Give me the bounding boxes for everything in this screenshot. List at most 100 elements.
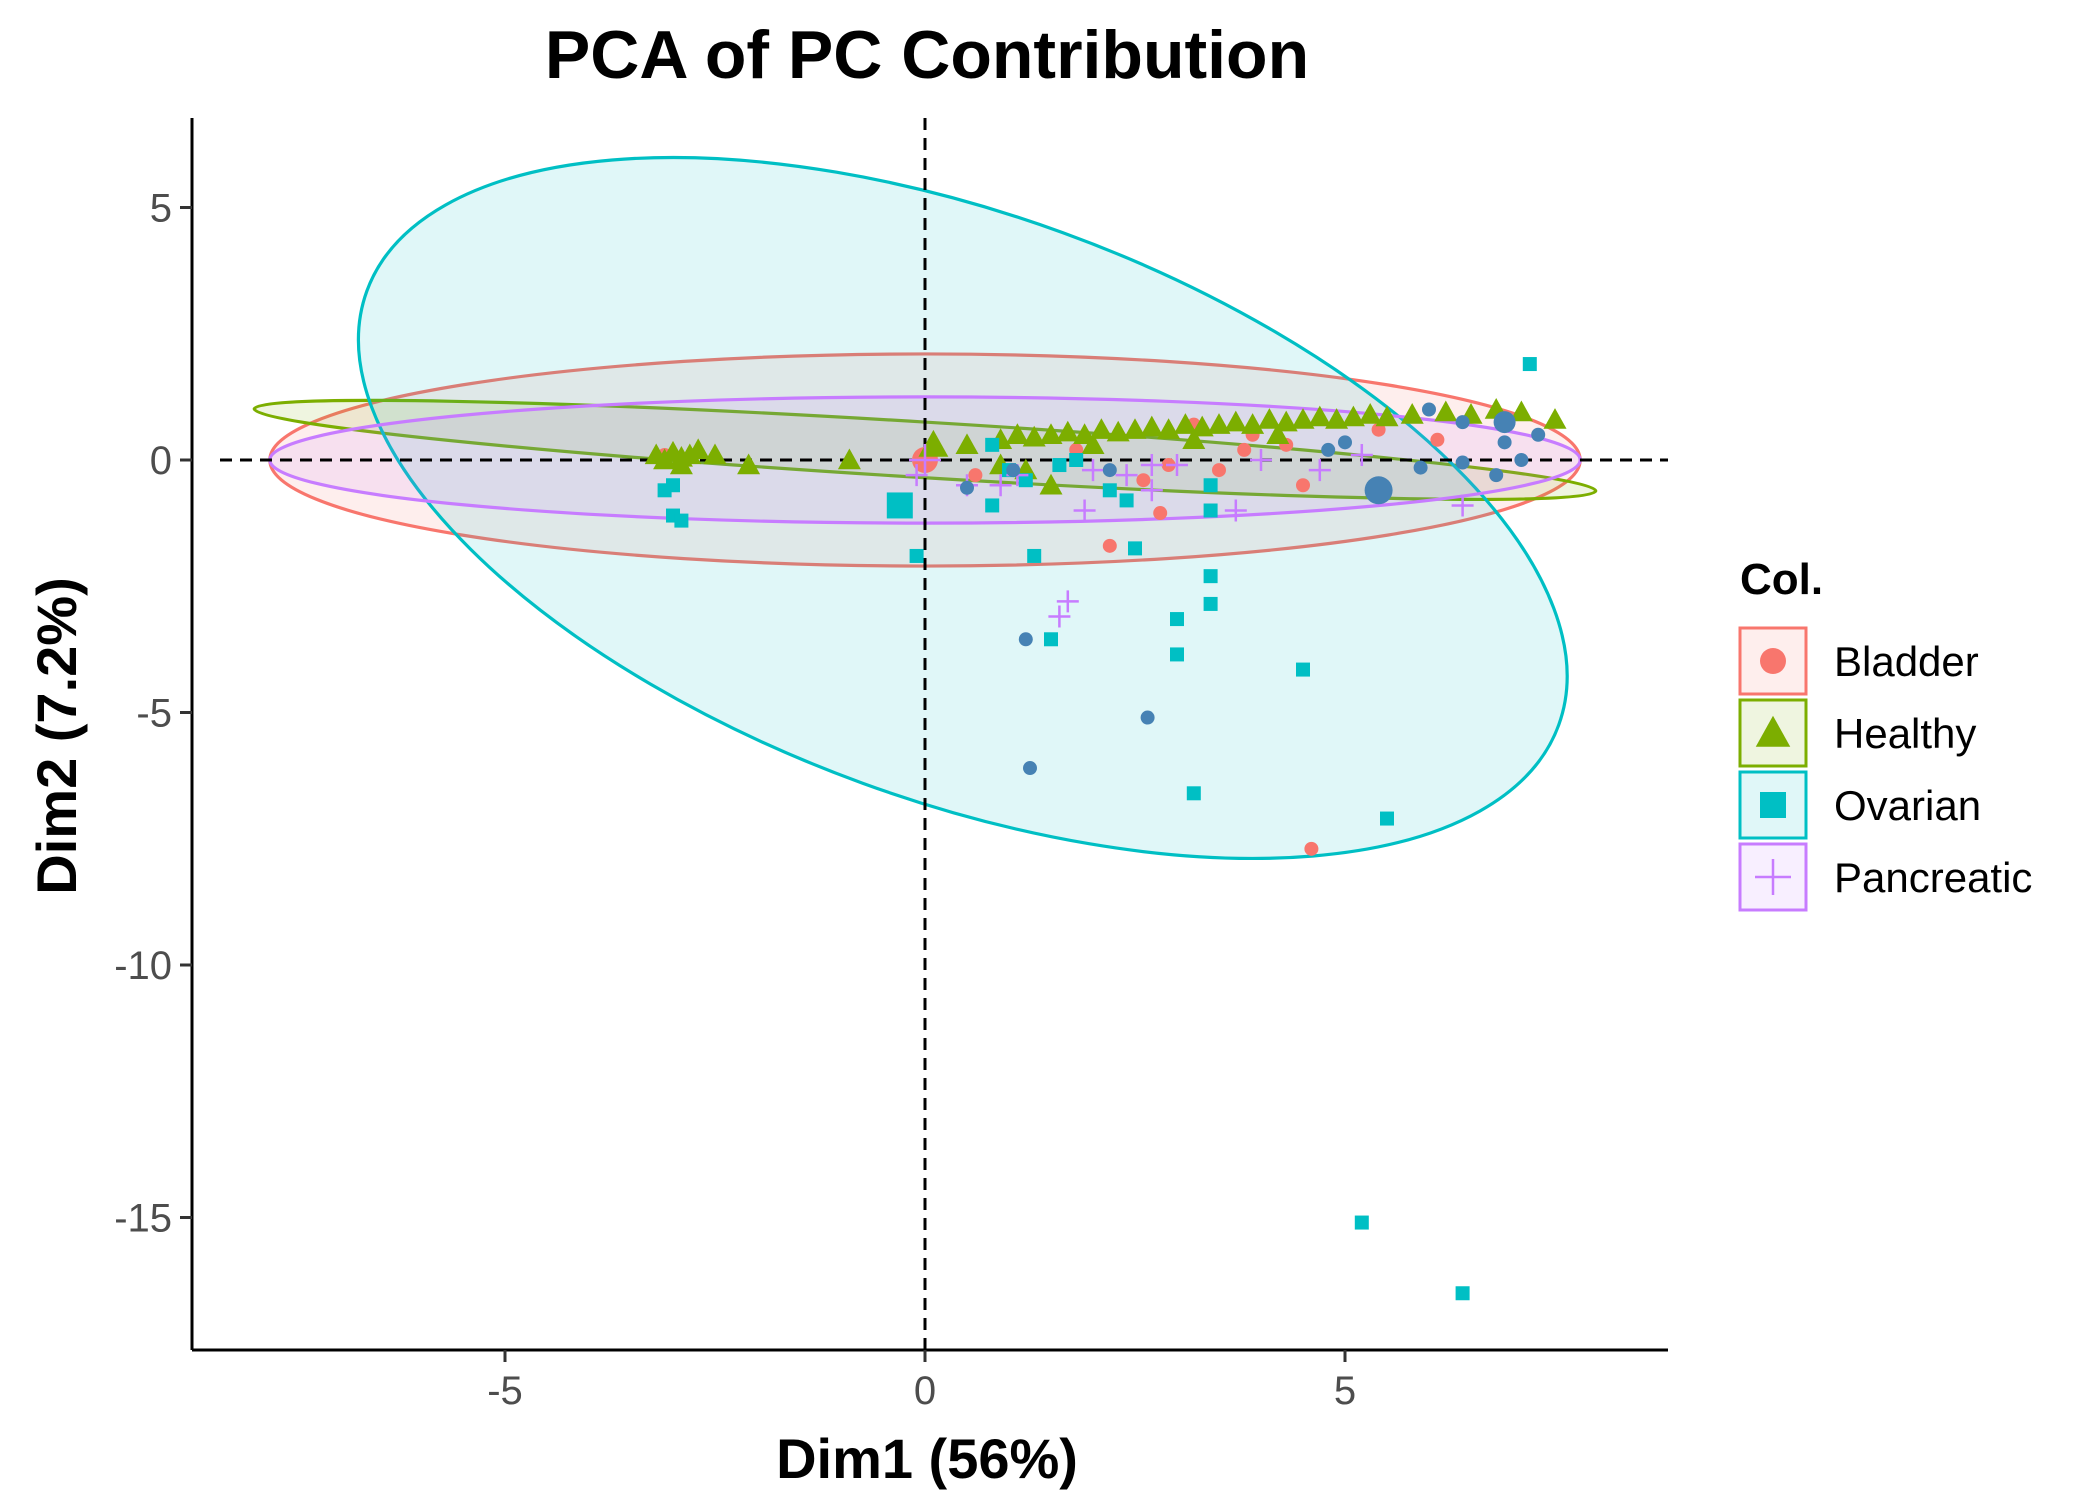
point-ovarian — [1102, 483, 1117, 498]
point-ovarian — [1018, 473, 1033, 488]
point-ovarian — [1296, 662, 1310, 677]
y-axis-title: Dim2 (7.2%) — [25, 577, 88, 894]
point-unlabeled — [1338, 435, 1352, 450]
point-ovarian — [1455, 1286, 1470, 1301]
point-pancreatic — [1073, 499, 1096, 522]
point-healthy — [1274, 410, 1298, 432]
point-pancreatic — [1451, 494, 1474, 517]
point-healthy — [1434, 400, 1458, 422]
point-healthy — [1224, 410, 1248, 432]
point-ovarian — [1170, 647, 1184, 662]
point-healthy — [1182, 428, 1206, 449]
point-healthy — [1081, 433, 1105, 455]
point-pancreatic — [1140, 479, 1163, 502]
legend-marker-healthy — [1755, 715, 1791, 747]
y-tick-label: -10 — [114, 944, 172, 988]
point-unlabeled — [1023, 761, 1037, 776]
y-tick-label: -5 — [136, 692, 172, 736]
point-bladder — [1212, 463, 1226, 478]
chart-title: PCA of PC Contribution — [545, 17, 1309, 93]
point-healthy — [1039, 423, 1063, 444]
centroid-pancreatic — [909, 444, 941, 476]
point-ovarian — [1380, 811, 1394, 826]
point-pancreatic — [1166, 454, 1188, 477]
point-pancreatic — [1350, 443, 1373, 466]
point-bladder — [1153, 506, 1168, 521]
point-healthy — [1543, 408, 1567, 429]
point-pancreatic — [1048, 605, 1071, 628]
y-tick-label: -15 — [114, 1197, 172, 1241]
point-healthy — [653, 448, 677, 470]
point-unlabeled — [1514, 453, 1529, 467]
point-healthy — [1039, 473, 1063, 495]
point-healthy — [1106, 420, 1130, 442]
point-healthy — [955, 433, 979, 455]
point-bladder — [1136, 473, 1151, 488]
ellipse-ovarian — [356, 155, 1569, 861]
point-ovarian — [674, 513, 689, 528]
point-pancreatic — [1115, 464, 1138, 487]
y-tick-label: 5 — [150, 187, 172, 231]
point-healthy — [1325, 408, 1349, 429]
x-axis-title: Dim1 (56%) — [776, 1427, 1078, 1490]
point-ovarian — [985, 437, 1000, 452]
point-pancreatic — [1224, 499, 1247, 522]
point-ovarian — [1170, 612, 1184, 627]
point-pancreatic — [1140, 454, 1163, 477]
point-healthy — [1400, 403, 1424, 424]
axes: -5 0 5 5 0 -5 -10 -15 — [114, 118, 1668, 1413]
point-pancreatic — [1250, 449, 1272, 471]
point-bladder — [1304, 841, 1319, 856]
point-ovarian — [1203, 569, 1218, 584]
legend-label-bladder: Bladder — [1834, 638, 1979, 685]
point-healthy — [1140, 415, 1164, 437]
point-ovarian — [1203, 596, 1218, 611]
point-ovarian — [1052, 458, 1067, 473]
point-unlabeled — [960, 480, 974, 495]
point-large-steelblue — [1364, 476, 1393, 505]
legend: Col. Bladder Healthy Ovarian Pancreatic — [1738, 555, 2032, 912]
legend-marker-pancreatic — [1755, 859, 1791, 895]
point-healthy — [737, 453, 761, 475]
point-healthy — [703, 443, 727, 465]
centroid-ovarian — [886, 492, 913, 519]
point-healthy — [1207, 413, 1231, 434]
point-healthy — [1291, 408, 1315, 429]
point-unlabeled — [1006, 463, 1021, 478]
legend-label-pancreatic: Pancreatic — [1834, 854, 2032, 901]
point-unlabeled — [1018, 632, 1033, 647]
point-unlabeled — [1413, 460, 1428, 475]
point-healthy — [837, 448, 861, 470]
point-healthy — [1341, 405, 1365, 427]
point-pancreatic — [1056, 590, 1079, 613]
point-unlabeled — [1455, 415, 1470, 430]
point-unlabeled — [1321, 442, 1336, 457]
point-pancreatic — [989, 474, 1012, 497]
point-healthy — [1375, 405, 1399, 427]
point-healthy — [1123, 418, 1147, 439]
point-ovarian — [666, 478, 680, 493]
point-pancreatic — [1082, 459, 1104, 482]
point-healthy — [1308, 405, 1332, 427]
point-ovarian — [1128, 541, 1142, 556]
point-bladder — [1237, 442, 1252, 457]
point-healthy — [1358, 403, 1382, 424]
point-ovarian — [909, 548, 924, 563]
point-ovarian — [1354, 1215, 1369, 1230]
point-bladder — [1296, 478, 1310, 493]
point-healthy — [1257, 408, 1281, 429]
legend-label-healthy: Healthy — [1834, 710, 1976, 757]
point-unlabeled — [1497, 435, 1512, 450]
y-tick-label: 0 — [150, 439, 172, 483]
legend-marker-bladder — [1760, 648, 1786, 674]
point-ovarian — [1522, 357, 1537, 372]
point-healthy — [1509, 400, 1533, 422]
point-healthy — [1266, 423, 1290, 444]
point-bladder — [1430, 432, 1445, 447]
point-ovarian — [1203, 503, 1218, 518]
point-ovarian — [985, 498, 1000, 513]
point-healthy — [1089, 418, 1113, 439]
point-unlabeled — [1455, 455, 1470, 470]
point-unlabeled — [1140, 710, 1155, 725]
